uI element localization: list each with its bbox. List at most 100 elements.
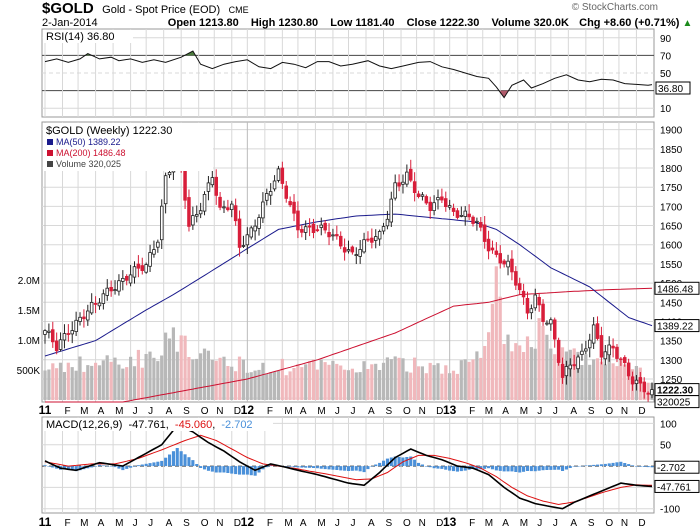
candle-body [78,316,82,322]
price-panel: 1900185018001750170016501600155015001450… [17,121,700,409]
volume-bar [346,370,351,400]
macd-hist-tag: -2.702 [657,463,686,474]
macd-hist-bar [245,466,249,475]
macd-hist-bar [97,464,101,467]
candle-body [315,229,320,232]
volume-bar [136,349,140,400]
macd-hist-bar [265,466,269,468]
macd-hist-bar [109,466,113,467]
candle-body [319,224,323,228]
candle-body [183,167,187,201]
volume-bar [436,363,440,400]
candle-body [626,362,631,377]
macd-hist-bar [284,466,288,467]
candle-body [564,366,569,377]
legend-swatch [47,150,53,156]
candle-body [440,196,444,201]
volume-bar [339,365,343,400]
candle-body [272,180,277,190]
symbol[interactable]: $GOLD [42,0,94,17]
x-axis-label: J [351,518,356,529]
quote-date: 2-Jan-2014 [42,17,98,29]
candle-body [428,201,432,211]
macd-hist-bar [339,466,343,471]
candle-body [58,339,63,350]
candle-body [268,191,273,196]
volume-bar [518,345,522,400]
x-axis-labels-price: 11 F M A M J J A S O N D 12 F M A M J J A S O N D 13 F M A M J J A S O N D [39,403,646,417]
macd-hist-bar [199,466,203,468]
ma50-tag: 1389.22 [657,322,694,333]
macd-hist-bar [206,466,210,471]
x-axis-label: O [403,518,411,529]
macd-hist-bar [596,464,600,467]
macd-hist-bar [331,466,335,470]
candle-body [514,271,518,286]
candle-body [54,340,59,352]
volume-bar [413,357,417,400]
ma50-tag-bg [654,319,700,333]
macd-hist-bar [506,466,510,472]
macd-legend: MACD(12,26,9) -47.761, -45.060, -2.702 [46,419,253,431]
x-axis-label: A [502,518,509,529]
volume-bar [160,355,164,400]
volume-bar [257,369,261,400]
candle-body [237,218,242,248]
x-axis-label: F [469,406,475,417]
volume-bar [117,364,121,400]
candle-body [101,293,106,304]
volume-bar [623,364,627,400]
volume-bar [475,351,479,400]
volume-bar [350,368,354,400]
macd-line [44,424,653,510]
volume-bar [506,334,510,400]
macd-hist-bar [191,460,195,467]
volume-bar [90,365,94,400]
macd-hist-bar [230,466,234,474]
macd-hist-bar [405,457,409,467]
macd-hist-bar [385,458,389,467]
macd-hist-bar [238,466,242,475]
volume-bar [405,371,409,400]
x-axis-label: N [621,406,628,417]
volume-bar [272,371,277,400]
candle-body [494,250,499,255]
candle-body [280,167,285,184]
macd-hist-bar [510,466,514,472]
volume-bar [549,348,553,400]
macd-hist-bar [444,466,448,470]
change-label: Chg [579,17,601,29]
volume-bar [385,357,389,400]
volume-bar [483,346,487,400]
close-label: Close [406,17,437,29]
candle-body [198,210,203,215]
volume-bar [292,368,296,400]
macd-hist-bar [354,466,358,471]
macd-hist-bar [315,466,319,469]
x-axis-label: A [166,406,173,417]
price-tick-label: 1550 [660,260,683,271]
x-axis-label: M [80,406,88,417]
watermark[interactable]: © StockCharts.com [571,2,658,13]
macd-hist-bar [214,466,218,473]
volume-y-axis: 2.0M 1.5M 1.0M 500K [17,276,41,377]
rsi-tick-label: 90 [660,34,672,45]
macd-hist-bar [292,466,296,468]
macd-hist-bar [362,466,366,473]
volume-bar [206,350,210,400]
candle-body [296,210,300,231]
x-axis-label: S [183,518,190,529]
macd-hist-bar [288,466,292,467]
volume-bar [611,363,615,400]
volume-bar [315,369,319,400]
candle-body [276,168,281,181]
candle-body [128,274,133,284]
volume-bar [284,375,288,400]
candle-body [148,252,152,267]
volume-bar [74,370,78,400]
last-price-tag: 1222.30 [657,386,694,397]
candle-body [140,265,144,272]
candle-body [132,266,137,278]
macd-hist-bar [619,461,623,467]
volume-bar [214,360,218,400]
